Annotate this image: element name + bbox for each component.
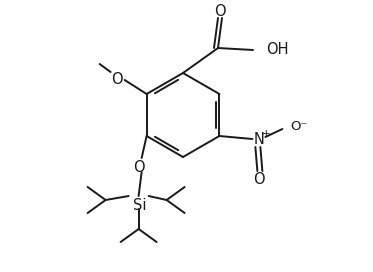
Text: O: O (214, 4, 226, 18)
Text: OH: OH (266, 42, 288, 57)
Text: Si: Si (133, 199, 146, 214)
Text: N: N (254, 132, 265, 147)
Text: O: O (254, 172, 265, 187)
Text: O⁻: O⁻ (290, 119, 308, 132)
Text: O: O (111, 72, 122, 86)
Text: O: O (133, 159, 144, 175)
Text: +: + (262, 129, 271, 139)
